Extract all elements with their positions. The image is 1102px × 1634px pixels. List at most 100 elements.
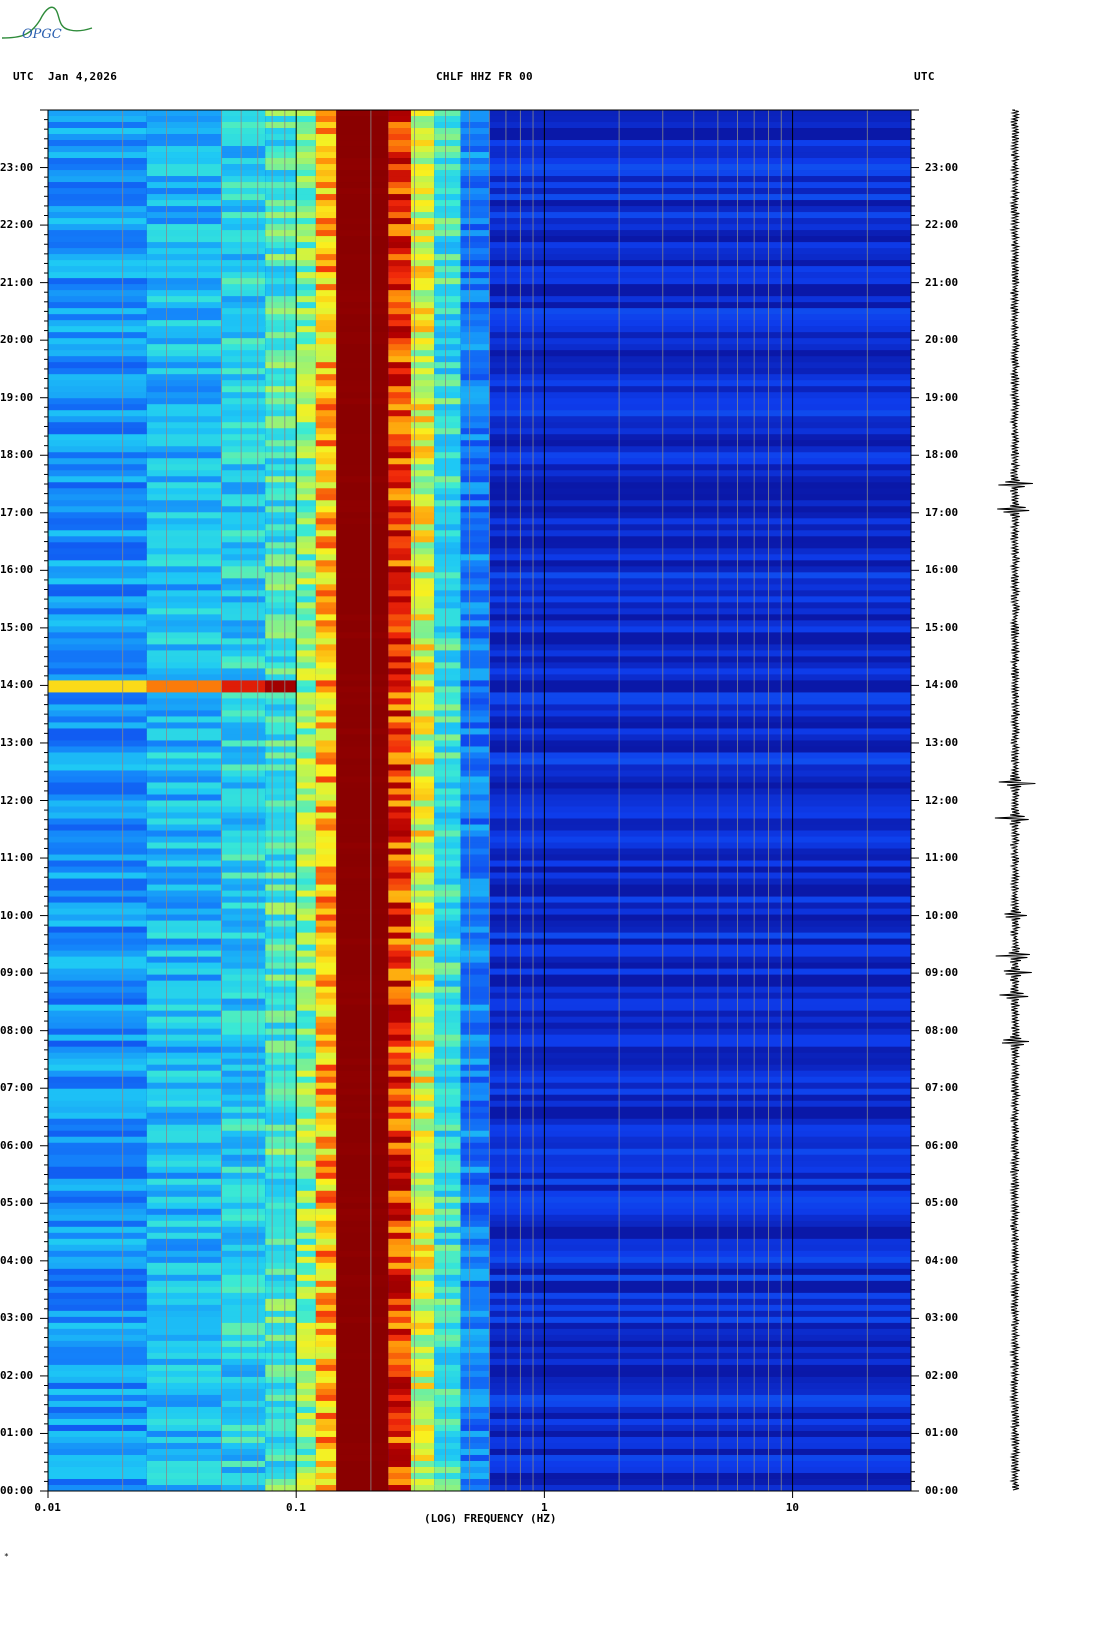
heatmap-cell [388, 1328, 411, 1336]
heatmap-cell [434, 1466, 461, 1474]
heatmap-cell [221, 896, 266, 903]
heatmap-cell [489, 830, 911, 837]
heatmap-cell [221, 962, 266, 970]
heatmap-cell [296, 266, 316, 273]
heatmap-cell [410, 1214, 435, 1222]
heatmap-cell [315, 182, 337, 189]
heatmap-cell [489, 1130, 911, 1138]
heatmap-cell [296, 152, 316, 159]
heatmap-cell [336, 218, 389, 225]
heatmap-cell [460, 1334, 490, 1342]
y-tick-label-left: 06:00 [0, 1138, 34, 1152]
heatmap-cell [410, 380, 435, 387]
heatmap-cell [434, 1052, 461, 1060]
heatmap-cell [48, 1436, 147, 1444]
heatmap-cell [315, 662, 337, 669]
heatmap-cell [410, 338, 435, 345]
heatmap-cell [388, 530, 411, 537]
heatmap-cell [489, 1485, 911, 1492]
heatmap-cell [265, 422, 297, 429]
heatmap-cell [265, 980, 297, 988]
heatmap-cell [265, 524, 297, 531]
y-tick-label-right: 18:00 [925, 448, 959, 462]
heatmap-cell [410, 896, 435, 903]
y-tick-label-left: 19:00 [0, 390, 34, 404]
heatmap-cell [460, 914, 490, 921]
heatmap-cell [296, 704, 316, 711]
heatmap-cell [336, 476, 389, 483]
heatmap-cell [146, 1274, 222, 1282]
heatmap-cell [48, 1118, 147, 1126]
heatmap-cell [146, 578, 222, 585]
heatmap-cell [146, 512, 222, 519]
y-tick-label-right: 06:00 [925, 1138, 959, 1152]
heatmap-cell [410, 1052, 435, 1060]
heatmap-cell [336, 632, 389, 639]
heatmap-cell [48, 500, 147, 507]
heatmap-cell [489, 308, 911, 315]
heatmap-cell [388, 830, 411, 837]
heatmap-cell [296, 1298, 316, 1306]
heatmap-cell [48, 518, 147, 525]
heatmap-cell [146, 554, 222, 561]
heatmap-cell [460, 1016, 490, 1024]
heatmap-cell [336, 158, 389, 165]
heatmap-cell [460, 614, 490, 621]
heatmap-cell [265, 350, 297, 357]
heatmap-cell [388, 1352, 411, 1360]
heatmap-cell [489, 746, 911, 753]
heatmap-cell [489, 968, 911, 976]
heatmap-cell [434, 776, 461, 783]
heatmap-cell [388, 356, 411, 363]
heatmap-cell [146, 1100, 222, 1108]
heatmap-cell [489, 380, 911, 387]
heatmap-cell [336, 1184, 389, 1192]
heatmap-cell [315, 1130, 337, 1138]
heatmap-cell [410, 1064, 435, 1072]
heatmap-cell [265, 872, 297, 879]
heatmap-cell [410, 1286, 435, 1294]
heatmap-cell [221, 398, 266, 405]
heatmap-cell [315, 1286, 337, 1294]
heatmap-cell [410, 1058, 435, 1066]
heatmap-cell [296, 260, 316, 267]
heatmap-cell [336, 1298, 389, 1306]
heatmap-cell [460, 272, 490, 279]
heatmap-cell [146, 1112, 222, 1120]
heatmap-cell [221, 1346, 266, 1354]
heatmap-cell [388, 500, 411, 507]
heatmap-cell [48, 1196, 147, 1204]
heatmap-cell [489, 1106, 911, 1114]
heatmap-cell [388, 572, 411, 579]
y-tick-label-left: 15:00 [0, 620, 34, 634]
heatmap-cell [388, 746, 411, 753]
heatmap-cell [315, 728, 337, 735]
heatmap-cell [315, 116, 337, 123]
heatmap-cell [489, 614, 911, 621]
heatmap-cell [265, 614, 297, 621]
heatmap-cell [434, 1412, 461, 1420]
heatmap-cell [489, 398, 911, 405]
heatmap-cell [221, 704, 266, 711]
heatmap-cell [388, 1232, 411, 1240]
heatmap-cell [315, 1046, 337, 1054]
heatmap-cell [146, 266, 222, 273]
heatmap-cell [315, 854, 337, 861]
heatmap-cell [315, 350, 337, 357]
heatmap-cell [146, 860, 222, 867]
heatmap-cell [410, 1394, 435, 1402]
heatmap-cell [489, 218, 911, 225]
heatmap-cell [296, 1256, 316, 1264]
heatmap-cell [434, 812, 461, 819]
heatmap-cell [296, 428, 316, 435]
heatmap-cell [296, 230, 316, 237]
heatmap-cell [265, 818, 297, 825]
heatmap-cell [296, 440, 316, 447]
heatmap-cell [48, 1088, 147, 1096]
heatmap-cell [489, 212, 911, 219]
heatmap-cell [296, 776, 316, 783]
heatmap-cell [48, 1316, 147, 1324]
heatmap-cell [460, 998, 490, 1006]
heatmap-cell [296, 1022, 316, 1030]
heatmap-cell [146, 1190, 222, 1198]
